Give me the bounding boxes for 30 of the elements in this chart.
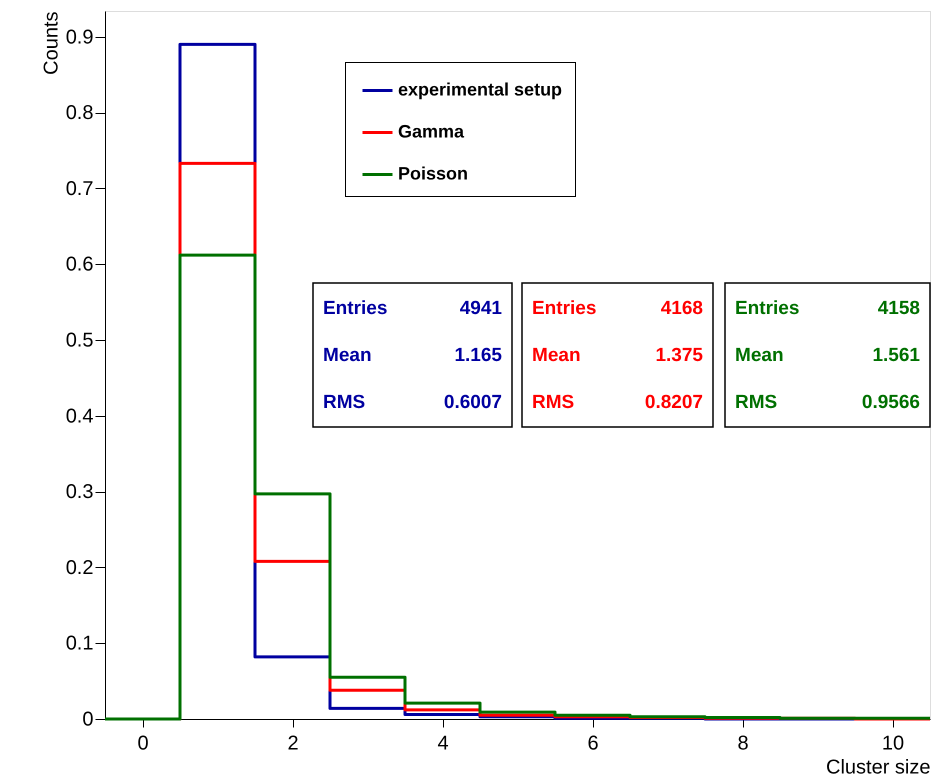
text: RMS 0.6007 (323, 392, 502, 413)
y-tick-label: 0.1 (66, 632, 94, 655)
text: Entries 4168 (532, 298, 703, 319)
x-tick-label: 4 (437, 732, 449, 754)
x-axis-title: Cluster size (826, 756, 930, 778)
x-tick-label: 10 (882, 732, 904, 754)
y-tick-label: 0.3 (66, 481, 94, 504)
text: Entries 4941 (323, 298, 502, 319)
legend-label: experimental setup (398, 80, 562, 100)
text: Mean 1.165 (323, 345, 502, 366)
y-axis-title: Counts (40, 12, 63, 75)
y-tick-label: 0.2 (66, 556, 94, 579)
y-tick-label: 0.7 (66, 178, 94, 200)
x-tick-label: 0 (137, 732, 149, 754)
y-tick-label: 0.8 (66, 102, 94, 124)
y-tick-label: 0.4 (66, 405, 94, 428)
x-tick-label: 6 (587, 732, 599, 754)
x-tick-label: 2 (287, 732, 299, 754)
text: RMS 0.8207 (532, 392, 703, 413)
y-tick-label: 0.6 (66, 254, 94, 276)
legend-label: Gamma (398, 122, 466, 142)
x-tick-label: 8 (737, 732, 749, 754)
y-tick-label: 0.5 (66, 329, 94, 352)
legend-label: Poisson (398, 164, 468, 184)
y-tick-label: 0 (82, 708, 94, 730)
text: Entries 4158 (735, 298, 920, 319)
text: Mean 1.375 (532, 345, 703, 366)
y-tick-label: 0.9 (66, 26, 94, 48)
text: Mean 1.561 (735, 345, 920, 366)
text: RMS 0.9566 (735, 392, 920, 413)
